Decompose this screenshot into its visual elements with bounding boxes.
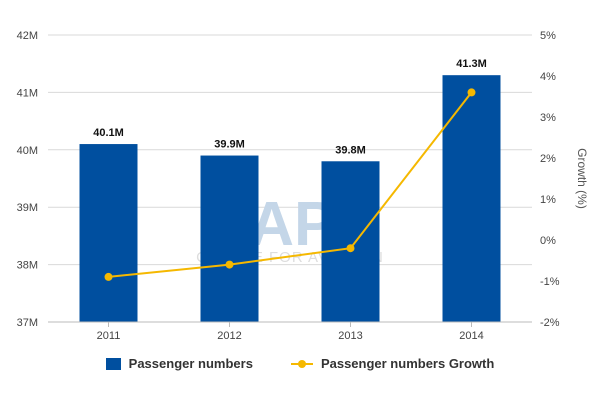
bar	[79, 144, 138, 322]
y-right-tick-label: 5%	[540, 30, 556, 42]
bar-data-label: 40.1M	[93, 127, 124, 139]
line-series	[104, 88, 476, 281]
axes: 37M 38M 39M 40M 41M 42M -2% -1% 0% 1% 2% 3% 4% 5% Grow…	[17, 30, 589, 342]
growth-point	[225, 260, 234, 269]
legend-item-growth[interactable]: Passenger numbers Growth	[290, 356, 495, 371]
bar-data-label: 39.8M	[335, 144, 366, 156]
y-right-tick-label: 0%	[540, 235, 556, 247]
y-right-tick-label: -2%	[540, 317, 560, 329]
y-left-tick-label: 39M	[17, 202, 38, 214]
y-right-tick-label: 4%	[540, 71, 556, 83]
bar-series: 40.1M 39.9M 39.8M 41.3M	[79, 58, 501, 323]
bar	[321, 161, 380, 322]
bar	[442, 75, 501, 323]
legend-line-swatch	[290, 358, 313, 370]
y-left-tick-label: 38M	[17, 260, 38, 272]
bar-data-label: 39.9M	[214, 139, 245, 151]
x-tick-label: 2011	[97, 330, 121, 342]
y-right-tick-label: 2%	[540, 153, 556, 165]
y-left-tick-label: 41M	[17, 87, 38, 99]
legend-item-passenger-numbers[interactable]: Passenger numbers	[105, 356, 253, 371]
growth-point	[467, 88, 476, 97]
growth-line	[108, 91, 473, 278]
bar-data-label: 41.3M	[456, 58, 487, 70]
x-tick-label: 2012	[217, 330, 241, 342]
bar	[200, 155, 259, 322]
x-tick-label: 2013	[338, 330, 362, 342]
y-left-tick-label: 37M	[17, 317, 38, 329]
legend: Passenger numbers Passenger numbers Grow…	[0, 356, 600, 371]
y-right-tick-label: -1%	[540, 276, 560, 288]
x-tick-label: 2014	[459, 330, 483, 342]
y-left-tick-label: 40M	[17, 145, 38, 157]
y-right-axis-title: Growth (%)	[575, 148, 589, 209]
legend-label-passenger-numbers: Passenger numbers	[128, 356, 253, 371]
growth-point	[104, 272, 113, 281]
y-left-tick-label: 42M	[17, 30, 38, 42]
y-right-tick-label: 3%	[540, 112, 556, 124]
legend-label-growth: Passenger numbers Growth	[320, 356, 495, 371]
legend-bar-swatch	[105, 357, 121, 370]
y-right-tick-label: 1%	[540, 194, 556, 206]
growth-point	[346, 244, 355, 253]
